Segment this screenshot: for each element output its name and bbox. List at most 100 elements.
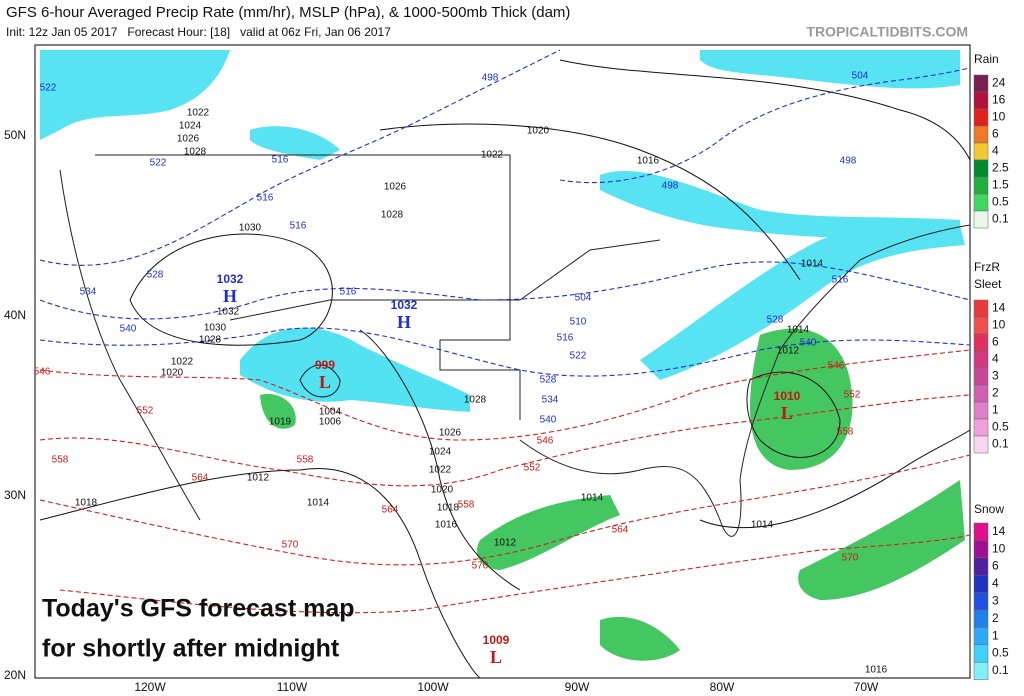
thickness-label: 516 — [340, 287, 357, 298]
legend-swatch — [973, 384, 989, 403]
isobar-label: 1020 — [431, 485, 454, 496]
legend-swatch — [973, 91, 989, 110]
isobar-label: 1012 — [494, 538, 517, 549]
thickness-label: 516 — [832, 275, 849, 286]
legend-label: 0.5 — [992, 195, 1009, 209]
legend-label: 10 — [992, 110, 1006, 124]
legend-swatch — [973, 193, 989, 212]
isobar-label: 1026 — [439, 428, 462, 439]
thickness-label: 558 — [297, 455, 314, 466]
legend-swatch — [973, 661, 989, 680]
thickness-label: 528 — [147, 270, 164, 281]
legend-label: 2 — [992, 611, 999, 625]
isobar-label: 1022 — [187, 108, 210, 119]
thickness-label: 546 — [537, 436, 554, 447]
isobar-label: 1026 — [384, 182, 407, 193]
cold-thickness-lines — [39, 49, 971, 377]
center-value: 1009 — [483, 633, 510, 647]
thickness-label: 534 — [80, 287, 97, 298]
title: GFS 6-hour Averaged Precip Rate (mm/hr),… — [6, 4, 570, 21]
legend-swatch — [973, 540, 989, 559]
thickness-label: 540 — [800, 338, 817, 349]
legend-label: 6 — [992, 127, 999, 141]
precip-shading — [40, 50, 965, 661]
legend-title: Rain — [974, 52, 999, 66]
isobar-label: 1014 — [751, 520, 774, 531]
thickness-label: 564 — [612, 525, 629, 536]
legend-label: 24 — [992, 76, 1006, 90]
isobar-label: 1028 — [199, 335, 222, 346]
isobar-label: 1020 — [161, 368, 184, 379]
legend-swatch — [973, 210, 989, 229]
isobar-label: 1018 — [437, 503, 460, 514]
lon-label: 110W — [277, 680, 308, 694]
legend-swatch — [973, 435, 989, 454]
thickness-label: 552 — [844, 390, 861, 401]
legend-swatch — [973, 108, 989, 127]
legend-swatch — [973, 401, 989, 420]
legend-swatch — [973, 142, 989, 161]
legend-label: 3 — [992, 369, 999, 383]
isobar-label: 1016 — [637, 156, 660, 167]
map-frame — [34, 44, 971, 679]
lon-label: 120W — [134, 680, 166, 694]
legend-label: 0.5 — [992, 646, 1009, 660]
isobar-label: 1014 — [307, 498, 330, 509]
legend-label: 14 — [992, 301, 1006, 315]
legend-label: 0.1 — [992, 663, 1009, 677]
legend-label: 4 — [992, 144, 999, 158]
legend-label: 10 — [992, 541, 1006, 555]
caption-line: for shortly after midnight — [42, 635, 340, 663]
thickness-label: 516 — [557, 333, 574, 344]
subtitle: Init: 12z Jan 05 2017 Forecast Hour: [18… — [6, 25, 391, 39]
thickness-label: 540 — [120, 324, 137, 335]
legend-swatch — [973, 176, 989, 195]
thickness-label: 540 — [540, 415, 557, 426]
lat-label: 20N — [4, 668, 26, 682]
lon-label: 100W — [417, 680, 449, 694]
legend-title: Snow — [974, 502, 1004, 516]
lon-label: 90W — [565, 680, 590, 694]
thickness-label: 552 — [137, 406, 154, 417]
legend-label: 1 — [992, 628, 999, 642]
legend-label: 4 — [992, 352, 999, 366]
legend-swatch — [973, 418, 989, 437]
isobar-label: 1024 — [429, 447, 452, 458]
thickness-label: 498 — [482, 73, 499, 84]
center-value: 1032 — [217, 272, 244, 286]
legend-swatch — [973, 299, 989, 318]
center-value: 1010 — [774, 389, 801, 403]
thickness-label: 516 — [290, 221, 307, 232]
legend-label: 6 — [992, 335, 999, 349]
caption-line: Today's GFS forecast map — [42, 595, 355, 623]
thickness-label: 570 — [282, 540, 299, 551]
legend-title: Sleet — [974, 277, 1002, 291]
legend-swatch — [973, 522, 989, 541]
thickness-label: 528 — [767, 315, 784, 326]
legend-swatch — [973, 557, 989, 576]
lat-label: 30N — [4, 488, 26, 502]
isobar-label: 1006 — [319, 417, 342, 428]
legend-label: 1.5 — [992, 178, 1009, 192]
center-value: 1032 — [391, 298, 418, 312]
center-letter: L — [319, 372, 331, 392]
legend-swatch — [973, 592, 989, 611]
thickness-label: 522 — [150, 158, 167, 169]
center-letter: L — [781, 403, 793, 423]
thickness-label: 534 — [542, 395, 559, 406]
legend-label: 0.1 — [992, 212, 1009, 226]
legend-swatch — [973, 125, 989, 144]
lat-label: 50N — [4, 128, 26, 142]
isobar-label: 1022 — [171, 357, 194, 368]
thickness-label: 558 — [52, 455, 69, 466]
legend-swatch — [973, 159, 989, 178]
thickness-label: 564 — [382, 505, 399, 516]
thickness-label: 522 — [40, 83, 57, 94]
warm-thickness-lines — [39, 349, 971, 614]
center-value: 999 — [315, 358, 335, 372]
legend-label: 2 — [992, 386, 999, 400]
thickness-label: 516 — [257, 193, 274, 204]
isobar-label: 1026 — [177, 134, 200, 145]
legend-label: 0.1 — [992, 437, 1009, 451]
